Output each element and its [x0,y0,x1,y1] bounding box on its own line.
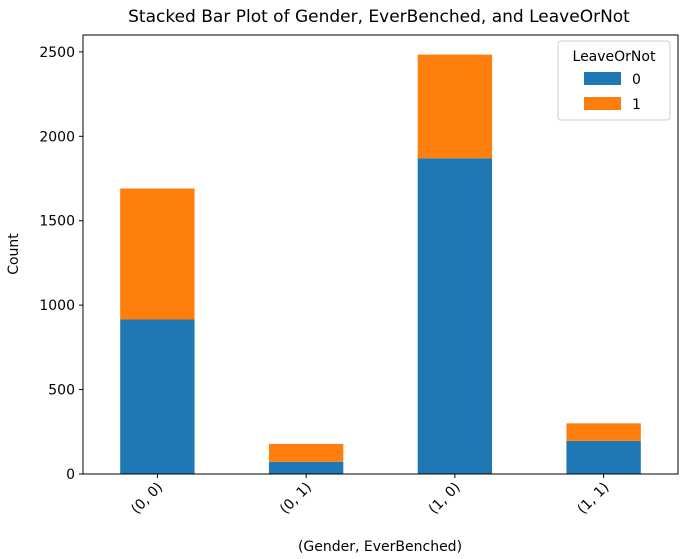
bar-series-0-cat-2 [417,158,493,474]
bar-series-1-cat-1 [268,443,344,462]
bars-group [120,54,641,474]
bar-series-0-cat-3 [566,440,641,474]
y-tick-label-5: 2500 [39,45,75,61]
bar-series-1-cat-0 [120,188,195,320]
bar-series-1-cat-2 [417,54,493,159]
y-axis-label: Count [6,233,22,275]
chart-title: Stacked Bar Plot of Gender, EverBenched,… [128,7,630,27]
y-tick-label-4: 2000 [39,129,75,145]
legend: LeaveOrNot 0 1 [557,40,671,121]
y-axis: 0 500 1000 1500 2000 2500 [39,45,83,483]
x-axis: (0, 0) (0, 1) (1, 0) (1, 1) [128,474,612,517]
y-tick-label-1: 500 [48,383,75,399]
legend-label-1: 1 [632,97,641,113]
y-tick-label-2: 1000 [39,298,75,314]
y-tick-label-0: 0 [66,467,75,483]
legend-title: LeaveOrNot [573,49,656,65]
x-tick-label-2: (1, 0) [426,480,464,518]
legend-label-0: 0 [632,72,641,88]
x-axis-label: (Gender, EverBenched) [298,539,462,555]
bar-series-0-cat-0 [120,319,195,474]
x-tick-label-0: (0, 0) [128,480,166,518]
y-tick-label-3: 1500 [39,214,75,230]
legend-swatch-1 [584,97,621,110]
legend-swatch-0 [584,72,621,85]
bar-series-1-cat-3 [566,423,641,441]
bar-series-0-cat-1 [268,461,344,474]
plot-frame [82,34,679,475]
x-tick-label-1: (0, 1) [277,480,315,518]
x-tick-label-3: (1, 1) [575,480,613,518]
